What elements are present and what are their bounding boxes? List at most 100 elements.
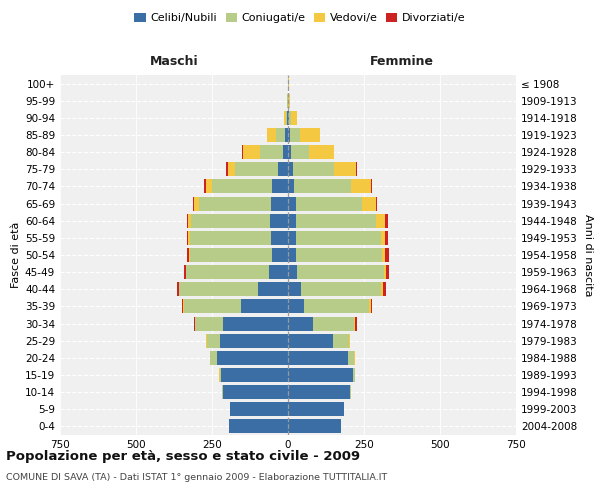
Bar xyxy=(350,385,351,399)
Bar xyxy=(382,248,385,262)
Bar xyxy=(229,420,288,434)
Bar xyxy=(227,162,235,176)
Bar xyxy=(286,111,287,125)
Bar xyxy=(362,196,376,210)
Bar xyxy=(207,334,220,347)
Bar xyxy=(183,300,184,314)
Bar xyxy=(354,351,355,365)
Bar xyxy=(355,316,357,330)
Bar xyxy=(187,231,188,245)
Bar xyxy=(257,282,288,296)
Bar xyxy=(291,111,297,125)
Bar xyxy=(288,316,313,330)
Bar xyxy=(243,145,260,159)
Bar xyxy=(188,231,190,245)
Bar xyxy=(223,385,288,399)
Bar xyxy=(371,300,372,314)
Bar xyxy=(369,300,371,314)
Text: Popolazione per età, sesso e stato civile - 2009: Popolazione per età, sesso e stato civil… xyxy=(6,450,360,463)
Bar xyxy=(210,351,211,365)
Bar xyxy=(188,248,190,262)
Bar xyxy=(296,196,362,210)
Bar xyxy=(211,351,217,365)
Bar xyxy=(271,196,288,210)
Bar xyxy=(382,282,383,296)
Bar xyxy=(270,214,288,228)
Bar xyxy=(288,128,290,142)
Bar xyxy=(188,214,191,228)
Bar xyxy=(288,111,289,125)
Bar xyxy=(376,214,385,228)
Bar xyxy=(182,300,183,314)
Bar xyxy=(356,162,357,176)
Bar xyxy=(226,162,227,176)
Bar xyxy=(187,248,188,262)
Bar xyxy=(296,231,381,245)
Bar xyxy=(288,368,353,382)
Bar xyxy=(334,162,356,176)
Bar xyxy=(304,300,369,314)
Text: Femmine: Femmine xyxy=(370,55,434,68)
Bar xyxy=(384,265,386,279)
Bar xyxy=(297,265,384,279)
Bar xyxy=(278,162,288,176)
Bar xyxy=(235,162,278,176)
Bar xyxy=(288,248,296,262)
Bar xyxy=(206,334,207,347)
Bar xyxy=(333,334,349,347)
Bar xyxy=(222,385,223,399)
Bar xyxy=(294,180,351,194)
Bar xyxy=(288,214,296,228)
Bar xyxy=(223,316,288,330)
Bar xyxy=(220,334,288,347)
Bar xyxy=(288,282,301,296)
Bar xyxy=(371,180,372,194)
Bar xyxy=(241,300,288,314)
Bar xyxy=(348,351,354,365)
Bar xyxy=(300,128,320,142)
Y-axis label: Fasce di età: Fasce di età xyxy=(11,222,21,288)
Bar xyxy=(269,265,288,279)
Bar xyxy=(288,402,344,416)
Bar xyxy=(193,196,194,210)
Bar xyxy=(288,351,348,365)
Bar xyxy=(217,351,288,365)
Bar xyxy=(353,368,355,382)
Y-axis label: Anni di nascita: Anni di nascita xyxy=(583,214,593,296)
Bar xyxy=(195,316,223,330)
Bar xyxy=(283,145,288,159)
Bar xyxy=(289,111,291,125)
Bar xyxy=(301,282,382,296)
Bar xyxy=(186,265,187,279)
Bar xyxy=(349,334,350,347)
Bar xyxy=(385,214,388,228)
Bar xyxy=(190,248,272,262)
Bar xyxy=(351,180,371,194)
Bar xyxy=(288,385,350,399)
Bar xyxy=(289,94,290,108)
Bar xyxy=(288,145,291,159)
Bar xyxy=(220,368,221,382)
Bar xyxy=(276,128,285,142)
Bar xyxy=(376,196,377,210)
Bar xyxy=(284,111,286,125)
Bar xyxy=(260,145,283,159)
Bar xyxy=(291,145,309,159)
Bar xyxy=(288,231,296,245)
Bar xyxy=(288,334,333,347)
Bar xyxy=(288,265,297,279)
Bar xyxy=(177,282,179,296)
Bar xyxy=(354,316,355,330)
Bar xyxy=(288,162,293,176)
Bar xyxy=(272,248,288,262)
Legend: Celibi/Nubili, Coniugati/e, Vedovi/e, Divorziati/e: Celibi/Nubili, Coniugati/e, Vedovi/e, Di… xyxy=(130,8,470,28)
Bar xyxy=(230,402,288,416)
Bar xyxy=(309,145,334,159)
Bar xyxy=(386,265,389,279)
Bar xyxy=(221,368,288,382)
Bar xyxy=(205,180,206,194)
Bar xyxy=(190,231,271,245)
Bar xyxy=(288,196,296,210)
Bar xyxy=(290,128,300,142)
Bar xyxy=(271,231,288,245)
